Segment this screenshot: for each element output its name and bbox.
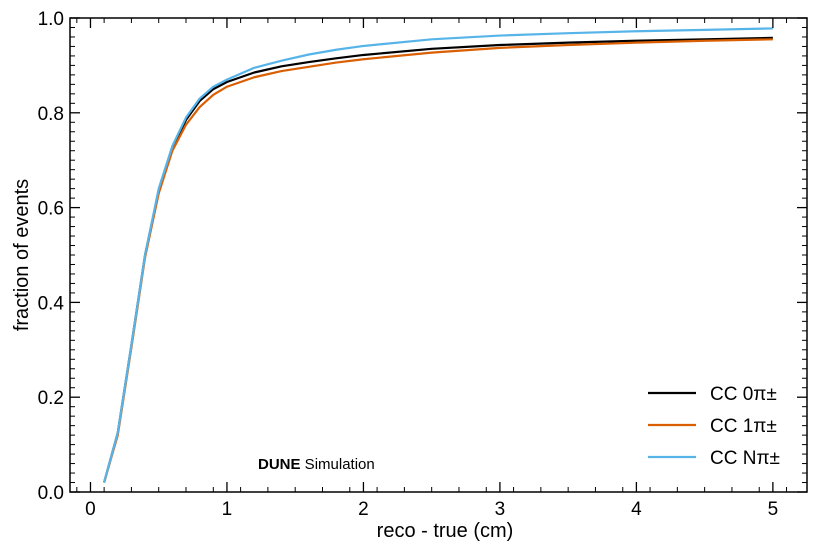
y-tick-label: 1.0 xyxy=(38,9,64,30)
plot-frame xyxy=(69,17,808,493)
x-tick-label: 5 xyxy=(768,499,779,520)
legend-label-0: CC 0π± xyxy=(710,384,777,405)
y-axis-label: fraction of events xyxy=(11,179,33,331)
legend-label-1: CC 1π± xyxy=(710,416,777,437)
y-tick-label: 0.0 xyxy=(38,483,64,504)
y-tick-label: 0.2 xyxy=(38,388,64,409)
legend: CC 0π± CC 1π± CC Nπ± xyxy=(648,384,780,469)
series-line-2 xyxy=(103,27,773,483)
simulation-label: Simulation xyxy=(301,456,375,473)
x-tick-label: 3 xyxy=(495,499,506,520)
x-tick-label: 0 xyxy=(85,499,96,520)
y-tick-label: 0.6 xyxy=(38,199,64,220)
dune-simulation-label: DUNE Simulation xyxy=(258,456,375,473)
y-tick-label: 0.4 xyxy=(38,293,65,314)
x-tick-label: 2 xyxy=(358,499,369,520)
x-tick-label: 4 xyxy=(631,499,642,520)
legend-label-2: CC Nπ± xyxy=(710,448,780,469)
series-line-0 xyxy=(103,36,773,483)
y-tick-label: 0.8 xyxy=(38,104,64,125)
series-line-1 xyxy=(103,38,773,483)
dune-label: DUNE xyxy=(258,456,301,473)
x-axis-label: reco - true (cm) xyxy=(377,520,514,542)
x-tick-label: 1 xyxy=(222,499,233,520)
plot-area: 0 1 2 3 4 5 0.0 0.2 0.4 0.6 0.8 1.0 xyxy=(38,9,808,520)
